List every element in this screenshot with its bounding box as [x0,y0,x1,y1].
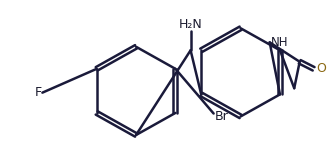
Text: Br: Br [215,110,229,123]
Text: NH: NH [271,36,289,49]
Text: O: O [317,62,327,75]
Text: H₂N: H₂N [179,18,202,31]
Text: F: F [34,86,41,99]
